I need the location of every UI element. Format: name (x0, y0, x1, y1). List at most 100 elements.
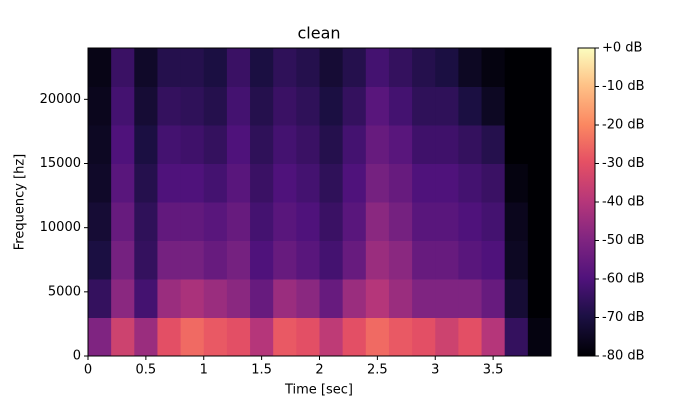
heat-cell (134, 125, 158, 164)
heat-cell (388, 202, 413, 241)
colorbar-tick-label: -40 dB (602, 195, 645, 210)
heat-cell (527, 86, 552, 126)
heat-cell (412, 317, 436, 357)
heat-cell (296, 163, 320, 203)
heat-cell (342, 317, 367, 357)
heat-cell (273, 202, 297, 241)
heat-cell (111, 279, 135, 318)
heat-cell (365, 317, 390, 357)
x-tick-label: 1 (200, 363, 208, 378)
heat-cell (481, 125, 506, 164)
heat-cell (157, 163, 182, 203)
heat-cell (111, 317, 135, 357)
colorbar-tick-label: -10 dB (602, 79, 645, 94)
heat-cell (226, 202, 251, 241)
heat-cell (412, 48, 436, 87)
heat-cell (527, 317, 552, 357)
x-tick-label: 0 (84, 363, 92, 378)
heat-cell (88, 279, 112, 318)
heat-cell (319, 163, 344, 203)
heat-cell (388, 86, 413, 126)
heat-cell (180, 240, 205, 280)
heat-cell (296, 279, 320, 318)
heat-cell (365, 48, 390, 87)
heat-cell (458, 279, 483, 318)
y-tick-label: 5000 (48, 284, 81, 299)
colorbar (577, 47, 596, 357)
heat-cell (435, 125, 459, 164)
heat-cell (504, 202, 529, 241)
heat-cell (134, 163, 158, 203)
heat-cell (157, 279, 182, 318)
heat-cell (319, 279, 344, 318)
y-tick-label: 10000 (40, 220, 81, 235)
heat-cell (458, 86, 483, 126)
heat-cell (88, 48, 112, 87)
heat-cell (111, 163, 135, 203)
heat-cell (88, 317, 112, 357)
heat-cell (88, 125, 112, 164)
heat-cell (226, 317, 251, 357)
heat-cell (481, 202, 506, 241)
heat-cell (412, 202, 436, 241)
heat-cell (435, 163, 459, 203)
heat-cell (250, 279, 274, 318)
heat-cell (226, 240, 251, 280)
x-tick-label: 3.5 (483, 363, 504, 378)
heat-cell (273, 86, 297, 126)
heat-cell (88, 202, 112, 241)
heat-cell (388, 48, 413, 87)
heat-cell (88, 86, 112, 126)
heat-cell (203, 317, 228, 357)
heat-cell (273, 48, 297, 87)
heat-cell (319, 202, 344, 241)
heat-cell (180, 279, 205, 318)
x-tick-label: 1.5 (251, 363, 272, 378)
heat-cell (180, 163, 205, 203)
x-tick-label: 2.5 (367, 363, 388, 378)
chart-title: clean (297, 24, 340, 43)
heat-cell (504, 240, 529, 280)
heat-cell (342, 240, 367, 280)
heat-cell (134, 317, 158, 357)
heat-cell (504, 86, 529, 126)
heat-cell (435, 240, 459, 280)
x-tick-label: 2 (315, 363, 323, 378)
heat-cell (203, 48, 228, 87)
heat-cell (157, 240, 182, 280)
heat-cell (481, 240, 506, 280)
heat-cell (365, 86, 390, 126)
heat-cell (296, 86, 320, 126)
heat-cell (458, 48, 483, 87)
heat-cell (504, 163, 529, 203)
heat-cell (388, 279, 413, 318)
heat-cell (527, 48, 552, 87)
heat-cell (88, 163, 112, 203)
heat-cell (134, 279, 158, 318)
colorbar-tick-label: -80 dB (602, 349, 645, 364)
heat-cell (250, 125, 274, 164)
heat-cell (180, 125, 205, 164)
heat-cell (319, 86, 344, 126)
heat-cell (203, 240, 228, 280)
heat-cell (273, 240, 297, 280)
heat-cell (458, 202, 483, 241)
heat-cell (365, 163, 390, 203)
heat-cell (458, 240, 483, 280)
heat-cell (203, 202, 228, 241)
heat-cell (388, 163, 413, 203)
heat-cell (435, 86, 459, 126)
heat-cell (296, 240, 320, 280)
colorbar-tick-label: -30 dB (602, 156, 645, 171)
colorbar-tick-label: -50 dB (602, 233, 645, 248)
heat-cell (203, 163, 228, 203)
heat-cell (412, 163, 436, 203)
heat-cell (504, 48, 529, 87)
heat-cell (157, 86, 182, 126)
heat-cell (180, 86, 205, 126)
heat-cell (203, 86, 228, 126)
heat-cell (226, 163, 251, 203)
colorbar-tick-label: -70 dB (602, 310, 645, 325)
heat-cell (365, 240, 390, 280)
heat-cell (527, 163, 552, 203)
